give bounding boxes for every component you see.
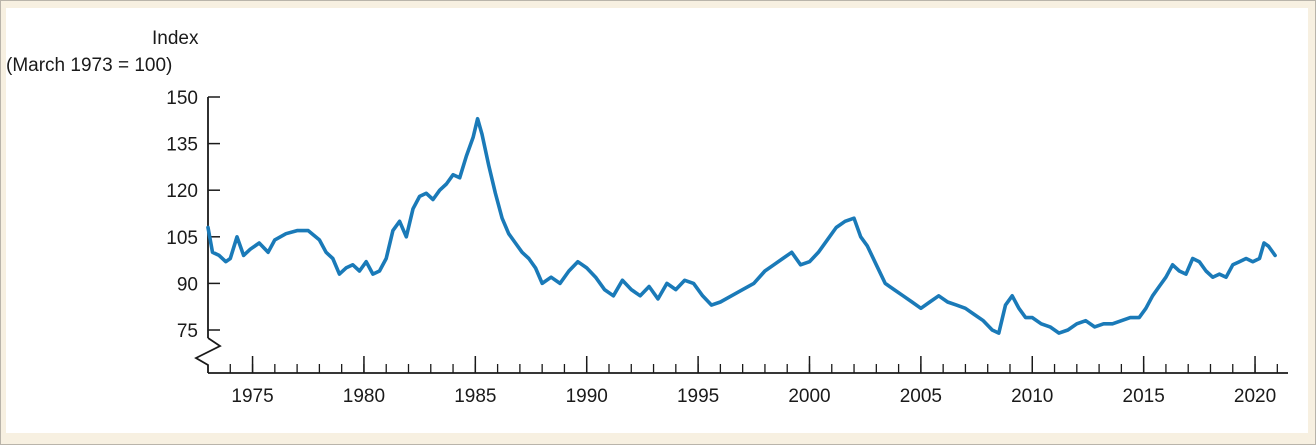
y-tick-label: 105 xyxy=(166,228,198,249)
y-tick-label: 120 xyxy=(166,181,198,202)
x-tick-label: 1985 xyxy=(454,386,496,407)
x-tick-label: 1990 xyxy=(566,386,608,407)
y-tick-label: 90 xyxy=(177,274,198,295)
x-tick-label: 2020 xyxy=(1234,386,1276,407)
y-axis-title-line1: Index xyxy=(152,28,199,49)
x-tick-label: 1995 xyxy=(677,386,719,407)
line-chart: 75 90 105 120 135 150 1975 1980 1985 1990 1995 2000… xyxy=(166,88,1288,407)
y-tick-label: 150 xyxy=(166,88,198,109)
x-tick-label: 2005 xyxy=(900,386,942,407)
x-tick-label: 1975 xyxy=(231,386,273,407)
chart-panel: Index (March 1973 = 100) 75 90 105 120 135 15… xyxy=(6,8,1308,433)
y-axis-break xyxy=(194,337,222,373)
x-tick-label: 2010 xyxy=(1011,386,1053,407)
x-tick-label: 2015 xyxy=(1123,386,1165,407)
y-axis-title-line2: (March 1973 = 100) xyxy=(6,55,173,76)
index-series-line xyxy=(206,116,1277,335)
y-tick-label: 135 xyxy=(166,135,198,156)
x-tick-label: 1980 xyxy=(343,386,385,407)
y-tick-label: 75 xyxy=(177,321,198,342)
x-tick-label: 2000 xyxy=(788,386,830,407)
